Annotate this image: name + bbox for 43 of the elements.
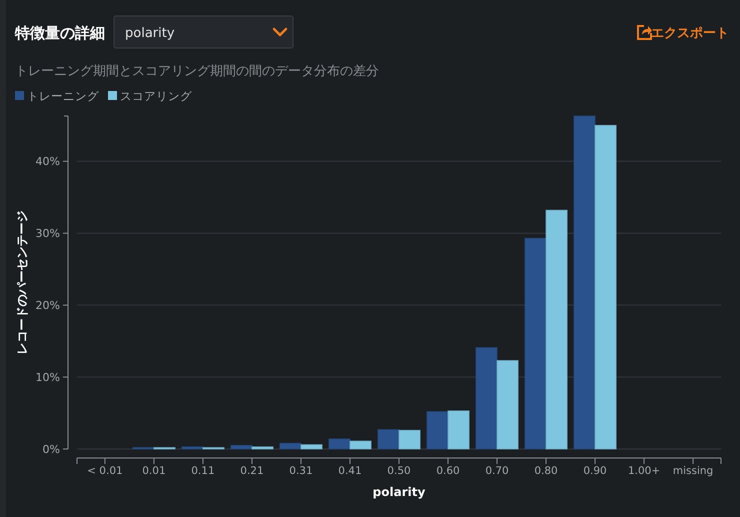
bar [300, 444, 322, 450]
x-tick-label: 0.41 [338, 465, 362, 477]
x-tick-label: 0.21 [240, 465, 264, 477]
bar [378, 429, 400, 450]
bar [524, 238, 546, 450]
bar [496, 360, 518, 450]
x-tick-label: 0.50 [387, 465, 411, 477]
text: エクスポート [651, 26, 729, 41]
y-tick-label: 30% [36, 227, 60, 240]
x-tick-label: 0.01 [142, 465, 166, 477]
x-tick-label: 0.31 [289, 465, 313, 477]
x-tick-label: 1.00+ [628, 465, 660, 477]
chart-title: 特徴量の詳細 [14, 24, 105, 42]
bar [181, 446, 204, 450]
y-tick-label: 10% [36, 370, 60, 384]
bar [230, 445, 252, 450]
x-tick-label: < 0.01 [87, 465, 123, 477]
chart-subtitle: トレーニング期間とスコアリング期間の間のデータ分布の差分 [15, 64, 379, 79]
text: polarity [125, 26, 175, 41]
x-tick-label: 0.90 [583, 465, 607, 477]
x-tick-label: 0.80 [534, 465, 558, 477]
y-tick-label: 40% [36, 155, 60, 168]
x-tick-label: 0.70 [485, 465, 509, 477]
x-tick-label: 0.60 [436, 465, 460, 477]
bar [594, 124, 617, 450]
bar [546, 210, 568, 450]
bar [350, 440, 372, 450]
bar [476, 347, 498, 450]
bar [280, 442, 302, 450]
bar [426, 411, 448, 450]
x-tick-label: missing [672, 465, 714, 477]
y-axis-title: レコードのパーセンテージ [15, 210, 29, 354]
x-axis-title: polarity [372, 485, 426, 499]
bar [252, 446, 274, 450]
x-tick-label: 0.11 [191, 465, 215, 477]
bar [574, 116, 596, 450]
y-tick-label: 0% [42, 442, 60, 456]
bar [398, 430, 420, 450]
legend-label: スコアリング [120, 89, 193, 103]
bar [448, 410, 470, 450]
bar [328, 438, 350, 450]
y-tick-label: 20% [36, 299, 60, 312]
legend-label: トレーニング [27, 89, 100, 103]
